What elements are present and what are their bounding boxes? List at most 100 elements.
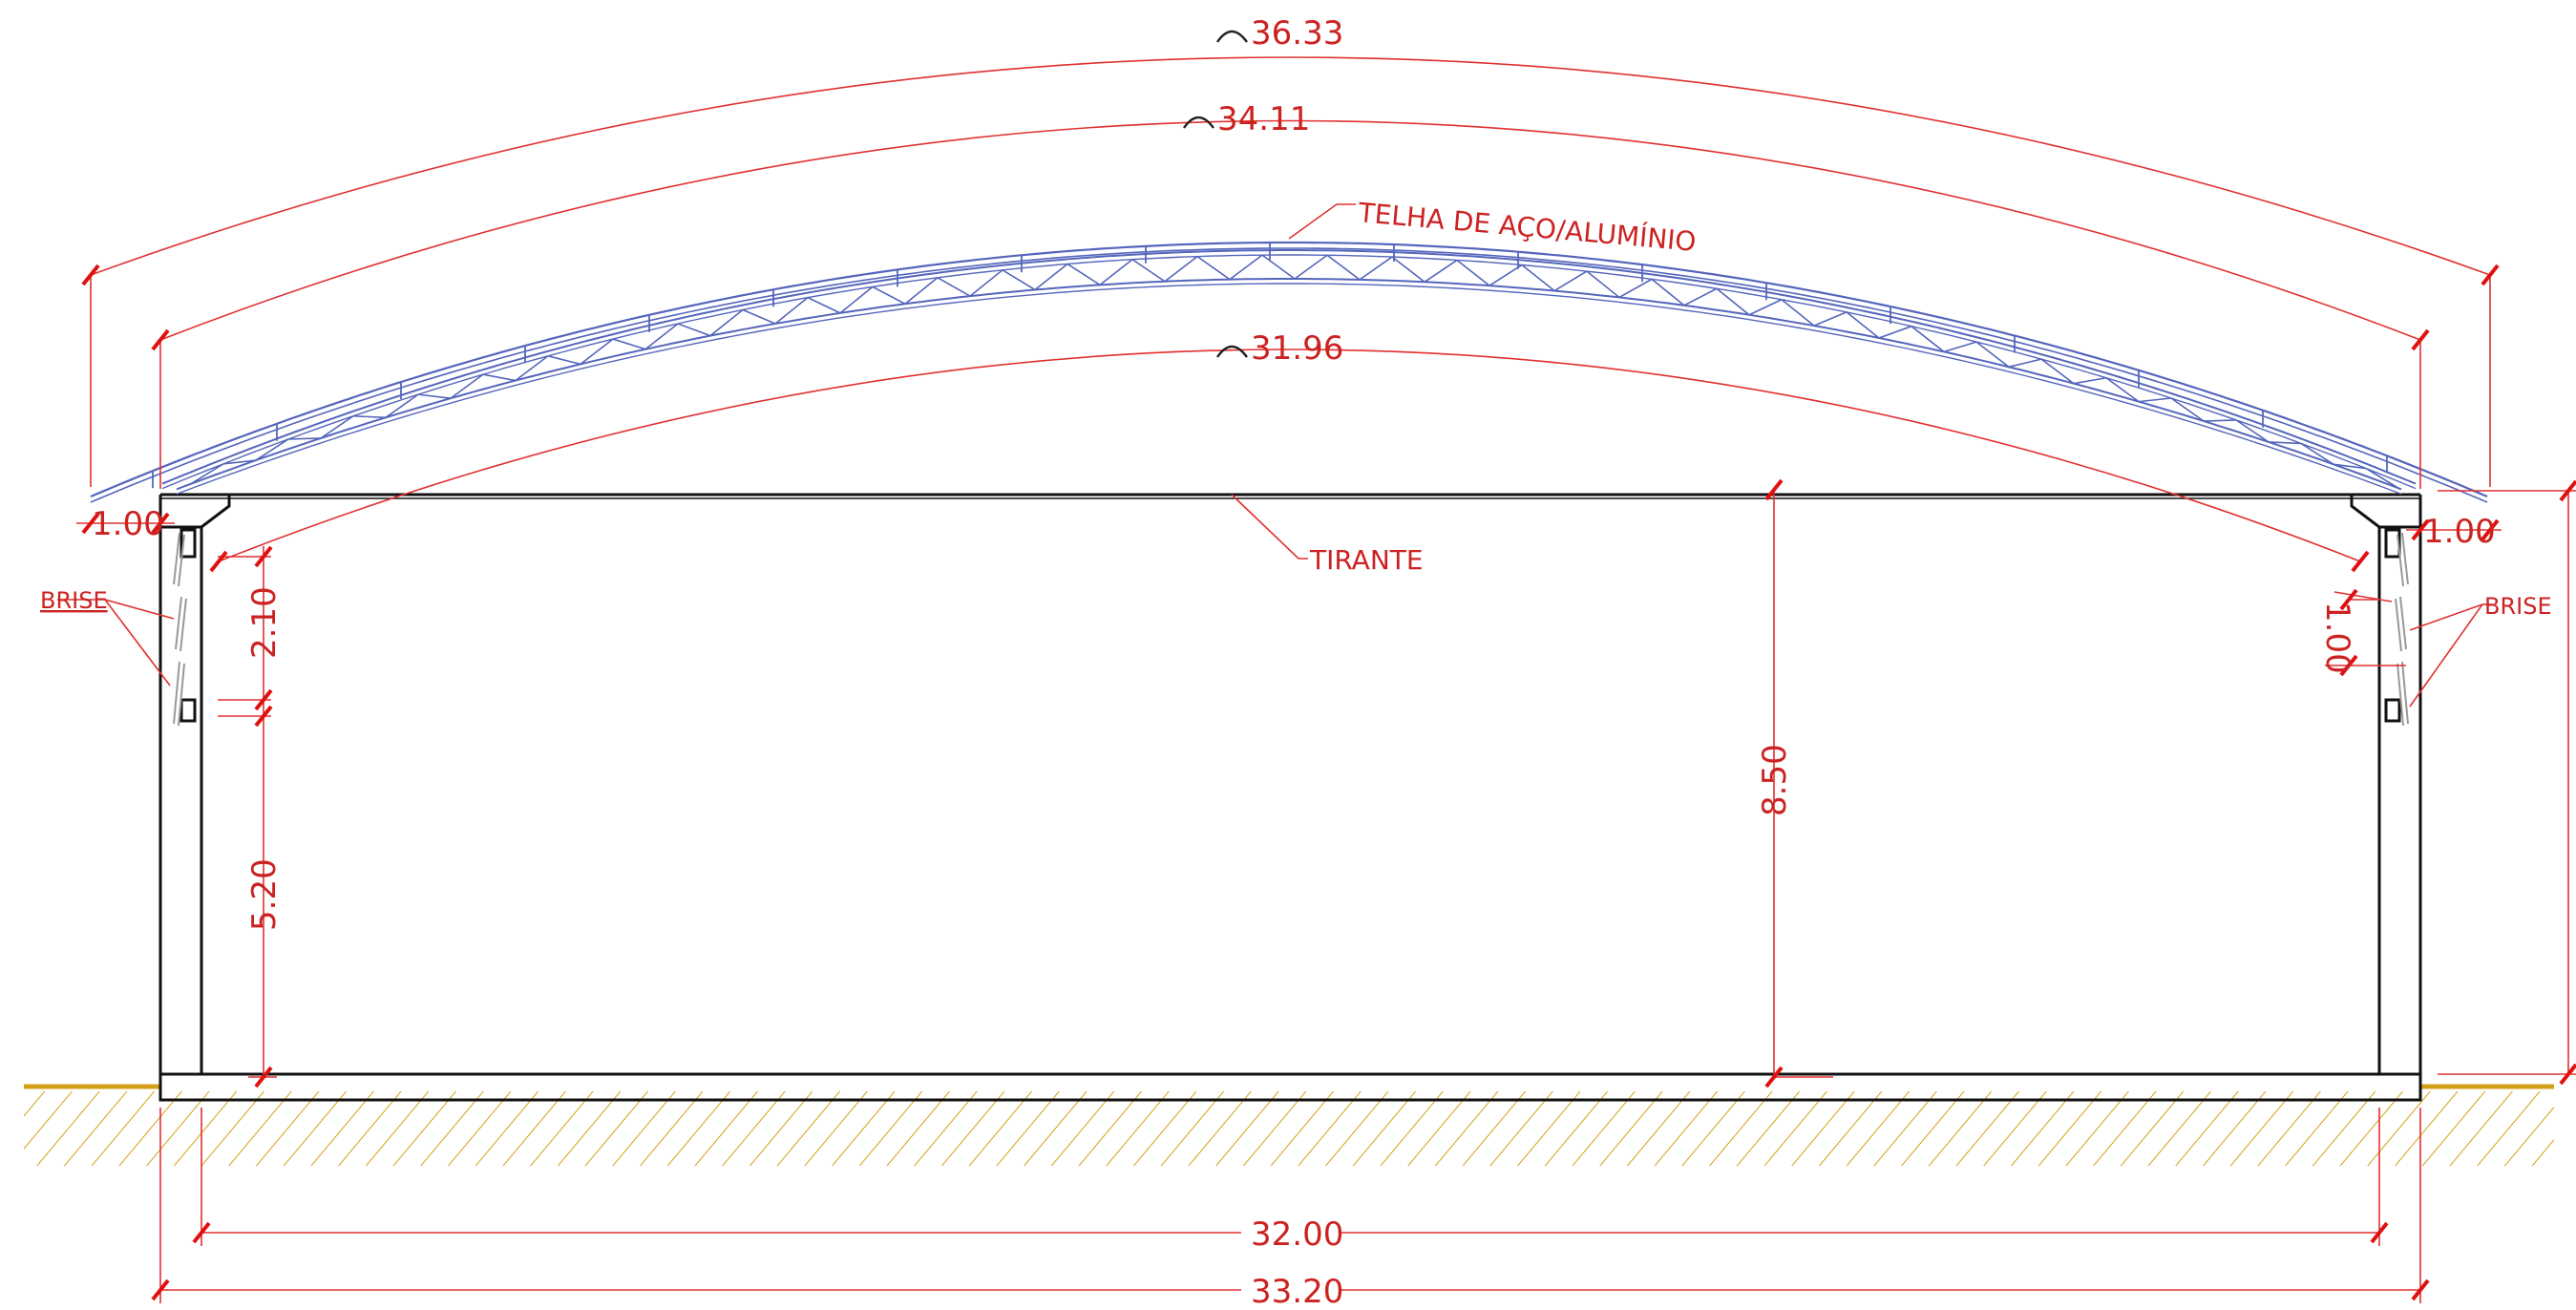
roof-label: TELHA DE AÇO/ALUMÍNIO xyxy=(1356,196,1697,258)
left-corbel xyxy=(160,493,231,529)
arc-inner-dim xyxy=(218,349,2361,562)
tie-leader xyxy=(1231,494,1308,560)
truss-diagonal xyxy=(1002,269,1036,291)
truss-diagonal xyxy=(1164,255,1198,283)
truss-diagonal xyxy=(1846,311,1880,339)
building-structure xyxy=(158,493,2422,1102)
truss-diagonal xyxy=(287,437,322,440)
brise-height-label: 2.10 xyxy=(245,586,284,659)
truss-diagonal xyxy=(1261,254,1296,280)
truss-diagonal xyxy=(2300,442,2334,465)
brise-slats xyxy=(173,532,2409,727)
truss-diagonal xyxy=(1586,270,1620,299)
truss-diagonal xyxy=(1424,259,1458,283)
left-beam-lower xyxy=(179,698,197,723)
truss-diagonal xyxy=(1456,259,1490,286)
eave-right-label: 1.00 xyxy=(2423,513,2496,551)
truss-diagonal xyxy=(2170,397,2205,422)
truss-diagonal xyxy=(1359,256,1393,281)
truss-diagonal xyxy=(255,438,289,461)
truss-diagonal xyxy=(2105,377,2140,403)
brise-right-dim-label: 1.00 xyxy=(2318,602,2356,674)
truss-diagonal xyxy=(320,415,354,439)
truss-diagonal xyxy=(385,393,419,418)
arc-middle-label: 34.11 xyxy=(1217,100,1310,138)
truss-diagonal xyxy=(1521,264,1555,292)
roof-sheet-lower xyxy=(90,247,2488,503)
truss-diagonal xyxy=(904,277,939,305)
truss-diagonal xyxy=(547,355,581,366)
dimension-ticks xyxy=(81,264,2576,1301)
truss-diagonal xyxy=(1813,311,1848,327)
truss-diagonal xyxy=(1196,255,1231,281)
truss-diagonal xyxy=(190,463,224,485)
truss-diagonal xyxy=(1099,259,1133,285)
truss-diagonal xyxy=(1683,287,1718,306)
truss-diagonal xyxy=(1489,264,1523,286)
ground xyxy=(24,1084,2554,1166)
wall-height-label: 5.20 xyxy=(245,858,284,931)
truss-diagonal xyxy=(580,338,614,366)
right-beam-lower xyxy=(2384,698,2401,723)
truss-diagonal xyxy=(2268,441,2302,445)
right-corbel xyxy=(2350,493,2420,529)
truss-diagonal xyxy=(612,338,646,350)
truss-diagonal xyxy=(807,296,841,314)
truss-diagonal xyxy=(1618,278,1653,299)
truss-diagonal xyxy=(352,414,387,419)
total-span-label: 33.20 xyxy=(1251,1273,1343,1310)
truss-diagonal xyxy=(2138,397,2172,403)
truss-diagonal xyxy=(1131,259,1166,283)
truss-diagonal xyxy=(1716,287,1750,316)
arc-outer-label: 36.33 xyxy=(1251,14,1343,53)
truss-diagonal xyxy=(709,308,744,337)
truss-diagonal xyxy=(2008,358,2042,369)
eave-left-label: 1.00 xyxy=(92,505,164,543)
truss-diagonal xyxy=(1229,254,1263,281)
truss-diagonal xyxy=(2073,376,2107,385)
truss-diagonal xyxy=(515,355,549,382)
truss-diagonal xyxy=(1878,325,1912,339)
truss-diagonal xyxy=(450,373,484,399)
truss-diagonal xyxy=(937,277,971,297)
truss-diagonal xyxy=(1911,326,1945,353)
truss-diagonal xyxy=(2203,419,2237,422)
clear-span-label: 32.00 xyxy=(1251,1215,1343,1254)
truss-diagonal xyxy=(2365,467,2399,489)
brise-left-leader xyxy=(104,599,175,620)
truss-diagonal xyxy=(1066,263,1101,286)
roof-truss xyxy=(90,241,2488,503)
truss-diagonal xyxy=(482,373,517,382)
truss-diagonal xyxy=(1943,341,1977,353)
floor-slab xyxy=(158,1072,2422,1102)
total-height-label: 8.50 xyxy=(1756,744,1794,816)
truss-diagonal xyxy=(1748,299,1783,316)
truss-diagonal xyxy=(222,459,257,465)
truss-diagonal xyxy=(677,323,711,337)
truss-diagonal xyxy=(872,285,906,305)
truss-diagonal xyxy=(644,323,679,350)
truss-diagonal xyxy=(1294,254,1328,280)
truss-diagonal xyxy=(2333,463,2367,470)
truss-diagonal xyxy=(742,308,776,325)
roof-sheet-upper xyxy=(90,241,2488,498)
arc-inner-label: 31.96 xyxy=(1251,329,1343,368)
truss-diagonal xyxy=(774,297,809,325)
brise-right-leader xyxy=(2409,603,2483,631)
truss-diagonal xyxy=(1781,299,1815,327)
roof-leader xyxy=(1288,203,1356,240)
truss-top-chord xyxy=(161,249,2417,485)
brise-right-label: BRISE xyxy=(2484,593,2552,620)
truss-diagonal xyxy=(1034,263,1068,291)
truss-diagonal xyxy=(1651,278,1685,306)
truss-diagonal xyxy=(839,285,874,314)
left-beam-upper xyxy=(179,528,197,559)
truss-diagonal xyxy=(417,393,452,399)
ground-hatch xyxy=(24,1091,2554,1166)
truss-diagonal xyxy=(1553,270,1588,292)
truss-bottom-chord xyxy=(176,278,2402,491)
right-beam-upper xyxy=(2384,528,2401,559)
truss-diagonal xyxy=(1975,341,2010,368)
truss-diagonal xyxy=(1391,256,1425,283)
